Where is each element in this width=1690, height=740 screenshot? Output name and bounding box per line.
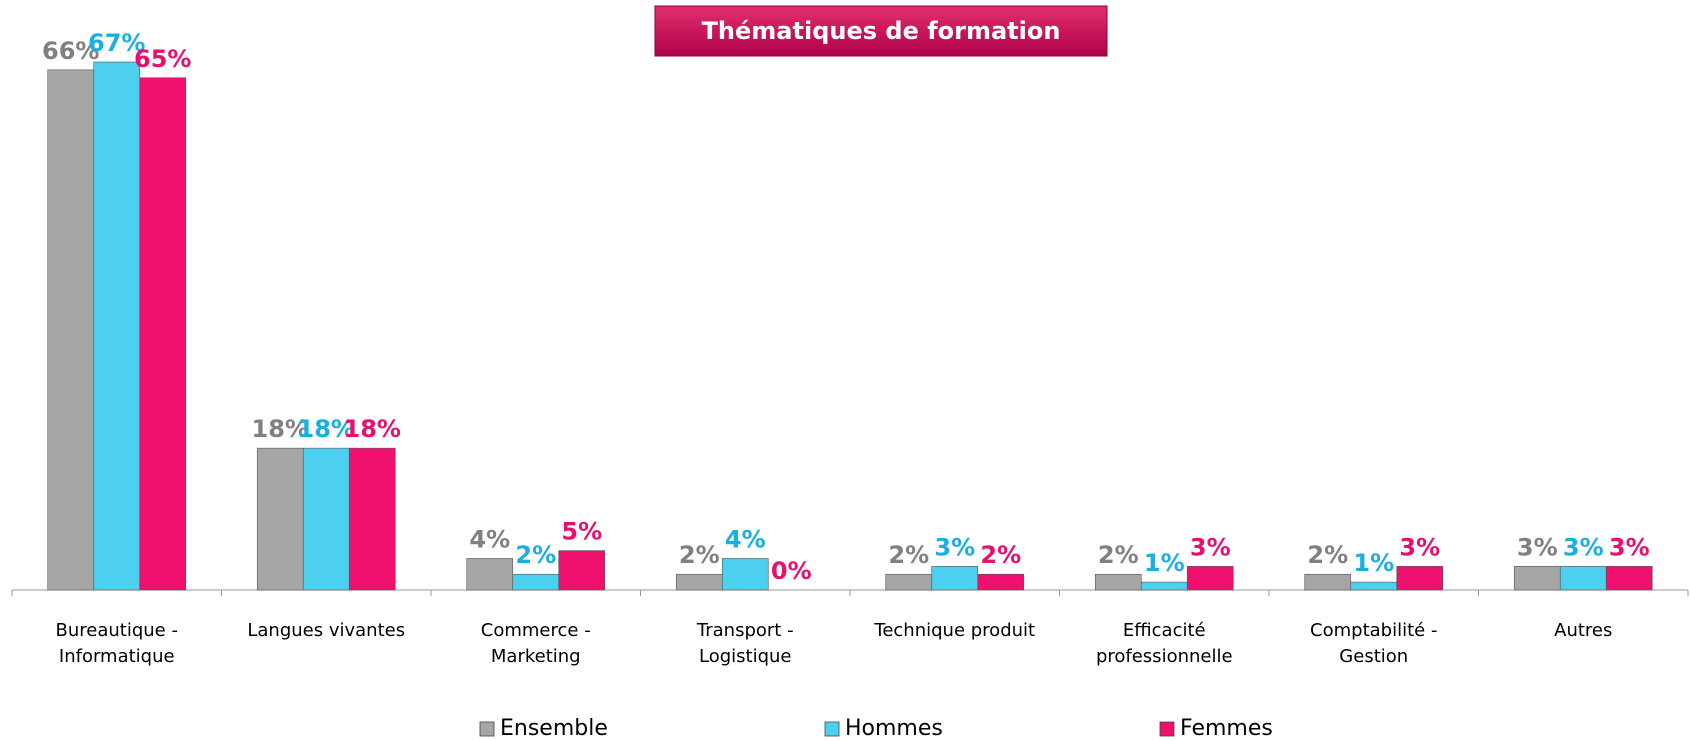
x-tick-label: Bureautique - Informatique — [55, 620, 178, 667]
bar — [47, 69, 95, 591]
data-label: 2% — [1098, 541, 1139, 569]
data-label: 2% — [980, 541, 1021, 569]
data-label: 18% — [298, 415, 355, 443]
data-label: 2% — [888, 541, 929, 569]
data-label: 3% — [1609, 533, 1650, 561]
bar — [512, 573, 560, 591]
x-tick-label: Commerce - Marketing — [480, 620, 591, 667]
x-tick-label: Langues vivantes — [247, 620, 406, 641]
bar — [931, 566, 979, 591]
data-label: 3% — [1190, 533, 1231, 561]
bar — [93, 61, 141, 591]
bar — [348, 447, 396, 591]
data-label: 2% — [679, 541, 720, 569]
data-label: 18% — [252, 415, 309, 443]
legend-swatch — [824, 721, 840, 737]
data-label: 1% — [1144, 549, 1185, 577]
data-label: 3% — [1563, 533, 1604, 561]
bar — [1304, 573, 1352, 591]
legend-label: Ensemble — [500, 716, 608, 740]
data-label: 65% — [134, 45, 191, 73]
bar — [1513, 566, 1561, 591]
bar — [466, 558, 514, 591]
data-label: 2% — [515, 541, 556, 569]
data-label: 2% — [1307, 541, 1348, 569]
x-tick-label: Comptabilité - Gestion — [1310, 620, 1438, 667]
data-label: 3% — [1399, 533, 1440, 561]
bar — [1350, 581, 1398, 591]
bar — [885, 573, 933, 591]
data-label: 5% — [561, 518, 602, 546]
legend-swatch — [479, 721, 495, 737]
legend-label: Hommes — [845, 716, 943, 740]
data-label: 0% — [771, 557, 812, 585]
x-tick-label: Technique produit — [874, 620, 1036, 641]
bar — [558, 550, 606, 591]
bar — [675, 573, 723, 591]
x-tick-label: Autres — [1554, 620, 1613, 641]
bar — [977, 573, 1025, 591]
bar — [302, 447, 350, 591]
data-label: 3% — [934, 533, 975, 561]
x-tick-label: Efficacité professionnelle — [1095, 620, 1233, 667]
legend-swatch — [1159, 721, 1175, 737]
bar — [1559, 566, 1607, 591]
data-label: 67% — [88, 29, 145, 57]
bar — [721, 558, 769, 591]
data-label: 66% — [42, 37, 99, 65]
bar — [1140, 581, 1188, 591]
legend-label: Femmes — [1180, 716, 1273, 740]
data-label: 18% — [344, 415, 401, 443]
title-box — [654, 5, 1108, 57]
x-tick-label: Transport - Logistique — [696, 620, 794, 667]
bar — [139, 77, 187, 591]
bar — [256, 447, 304, 591]
data-label: 4% — [469, 525, 510, 553]
data-label: 1% — [1353, 549, 1394, 577]
data-label: 4% — [725, 525, 766, 553]
bar — [1605, 566, 1653, 591]
chart-title: Thématiques de formation — [702, 17, 1061, 45]
bar — [1094, 573, 1142, 591]
bar — [1396, 566, 1444, 591]
bar — [1186, 566, 1234, 591]
data-label: 3% — [1517, 533, 1558, 561]
